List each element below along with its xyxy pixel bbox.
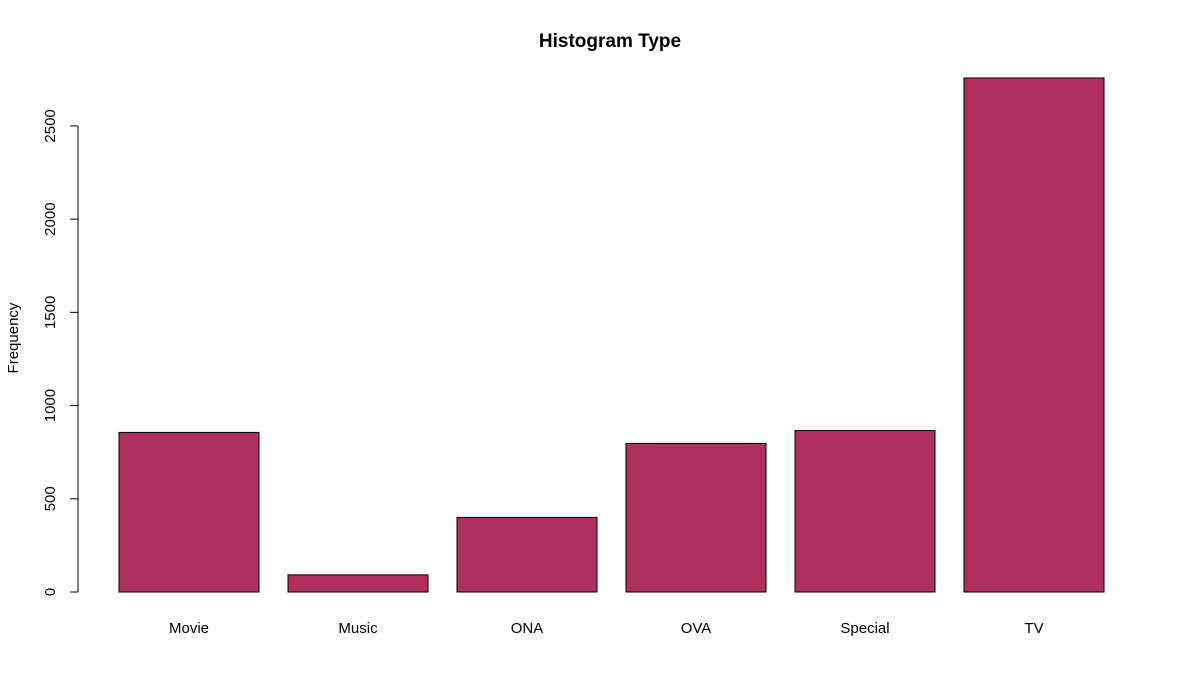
y-tick-label: 2500 xyxy=(42,109,59,142)
x-tick-label: TV xyxy=(1024,620,1043,637)
bar-special xyxy=(794,430,936,593)
bar-music xyxy=(287,574,429,593)
x-labels: Movie Music ONA OVA Special TV xyxy=(169,620,1044,637)
x-tick-label: Music xyxy=(338,620,378,637)
y-axis-label: Frequency xyxy=(5,302,22,373)
bar-ova xyxy=(625,442,767,593)
bar-ona xyxy=(456,516,598,593)
y-ticks: 0 500 1000 1500 2000 2500 xyxy=(42,109,78,596)
bar-tv xyxy=(963,77,1105,593)
x-tick-label: Special xyxy=(840,620,889,637)
bar-movie xyxy=(118,431,260,593)
y-tick-label: 2000 xyxy=(42,202,59,235)
x-tick-label: ONA xyxy=(511,620,544,637)
x-tick-label: OVA xyxy=(681,620,712,637)
bars xyxy=(118,77,1105,593)
y-tick-label: 1000 xyxy=(42,389,59,422)
y-tick-label: 500 xyxy=(42,486,59,511)
x-tick-label: Movie xyxy=(169,620,209,637)
y-tick-label: 0 xyxy=(42,588,59,596)
chart-title: Histogram Type xyxy=(539,31,681,52)
y-tick-label: 1500 xyxy=(42,296,59,329)
